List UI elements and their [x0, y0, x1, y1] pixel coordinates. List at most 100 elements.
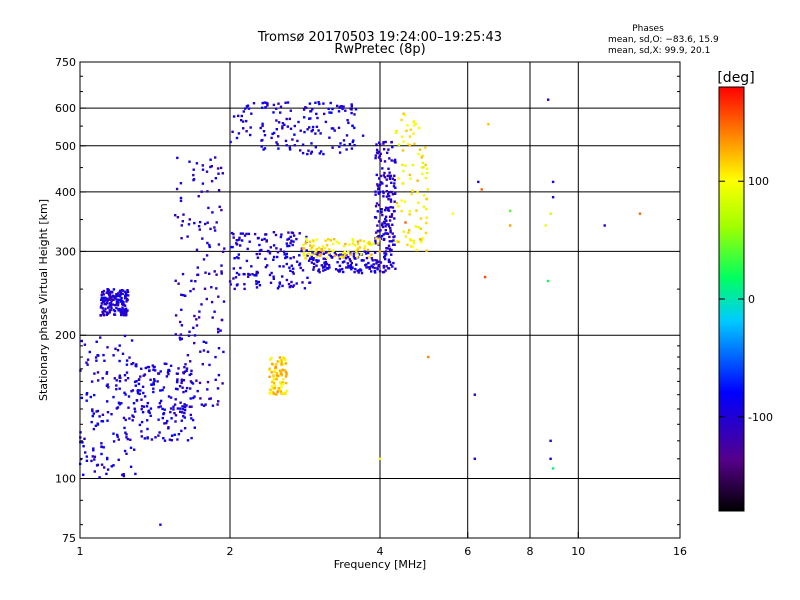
data-point: [258, 243, 261, 247]
data-point: [106, 419, 109, 422]
data-point: [112, 354, 115, 357]
data-point: [283, 369, 287, 372]
data-point: [190, 436, 193, 440]
data-point: [117, 308, 120, 311]
data-point: [379, 143, 382, 146]
data-point: [400, 118, 403, 122]
data-point: [247, 272, 250, 276]
data-point: [286, 238, 289, 241]
data-point: [93, 393, 96, 397]
data-point: [219, 329, 222, 332]
data-point: [152, 365, 156, 369]
data-point: [167, 395, 171, 398]
data-point: [104, 307, 107, 310]
data-point: [272, 392, 275, 395]
data-point: [135, 399, 139, 402]
data-point: [235, 256, 239, 259]
data-point: [351, 242, 355, 245]
data-point: [292, 234, 296, 237]
data-point: [85, 399, 88, 402]
data-point: [404, 235, 408, 238]
data-point: [103, 299, 106, 302]
data-point: [263, 101, 266, 104]
data-point: [322, 250, 326, 253]
data-point: [189, 360, 192, 363]
data-point: [284, 375, 288, 378]
data-point: [229, 283, 232, 286]
data-point: [258, 284, 262, 287]
data-point: [161, 416, 164, 420]
data-point: [343, 143, 346, 147]
data-point: [373, 271, 377, 274]
data-point: [382, 264, 385, 268]
data-point: [387, 225, 391, 228]
data-point: [248, 273, 251, 276]
data-point: [232, 236, 235, 239]
data-point: [108, 311, 111, 314]
data-point: [256, 256, 260, 259]
data-point: [384, 225, 387, 228]
data-point: [387, 174, 390, 177]
data-point: [167, 372, 170, 376]
data-point: [101, 377, 104, 380]
data-point: [270, 390, 273, 394]
data-point: [174, 333, 177, 336]
data-point: [121, 292, 124, 296]
data-point: [351, 266, 354, 269]
data-point: [158, 402, 162, 405]
data-point: [243, 234, 247, 237]
data-point: [149, 378, 152, 381]
data-point: [100, 445, 103, 448]
data-point: [198, 381, 202, 385]
data-point: [303, 287, 307, 290]
data-point: [142, 405, 146, 408]
data-point: [421, 161, 425, 165]
data-point: [309, 117, 312, 120]
data-point: [425, 216, 428, 219]
data-point: [249, 133, 252, 137]
data-point: [284, 362, 288, 365]
data-point: [288, 266, 291, 269]
data-point: [185, 369, 188, 372]
data-point: [330, 111, 333, 114]
data-point: [286, 101, 290, 104]
data-point: [153, 379, 156, 383]
data-point: [402, 112, 405, 115]
data-point: [284, 370, 288, 374]
data-point: [407, 142, 410, 146]
data-point: [388, 176, 392, 179]
data-point: [201, 237, 204, 240]
data-point: [106, 288, 109, 291]
data-point: [414, 225, 418, 228]
data-point: [342, 270, 345, 274]
data-point: [337, 126, 341, 129]
data-point: [365, 266, 368, 269]
data-point: [209, 165, 212, 169]
data-point: [384, 206, 388, 209]
data-point: [349, 253, 352, 256]
data-point: [326, 267, 329, 270]
data-point: [389, 229, 392, 232]
data-point: [261, 106, 264, 109]
data-point: [395, 129, 398, 133]
data-point: [272, 103, 276, 107]
data-point: [211, 316, 214, 319]
data-point: [325, 256, 329, 260]
data-point: [199, 397, 202, 400]
data-point: [246, 104, 250, 107]
x-axis-ticks: 1 2 4 6 8 10 16: [77, 532, 687, 558]
data-point: [86, 358, 90, 361]
data-point: [271, 380, 274, 383]
data-point: [190, 405, 193, 408]
data-point: [393, 209, 396, 213]
data-point: [127, 395, 131, 398]
data-point: [83, 343, 87, 346]
data-point: [162, 412, 165, 416]
data-point: [278, 360, 281, 363]
data-point: [269, 246, 272, 249]
data-point: [245, 119, 248, 123]
data-point: [351, 124, 354, 128]
data-point: [378, 203, 381, 207]
data-point: [388, 247, 392, 250]
data-point: [193, 426, 196, 429]
